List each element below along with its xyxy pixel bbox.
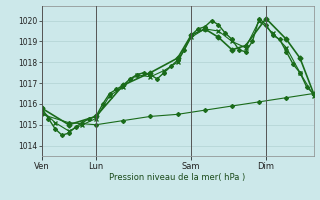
X-axis label: Pression niveau de la mer( hPa ): Pression niveau de la mer( hPa )	[109, 173, 246, 182]
